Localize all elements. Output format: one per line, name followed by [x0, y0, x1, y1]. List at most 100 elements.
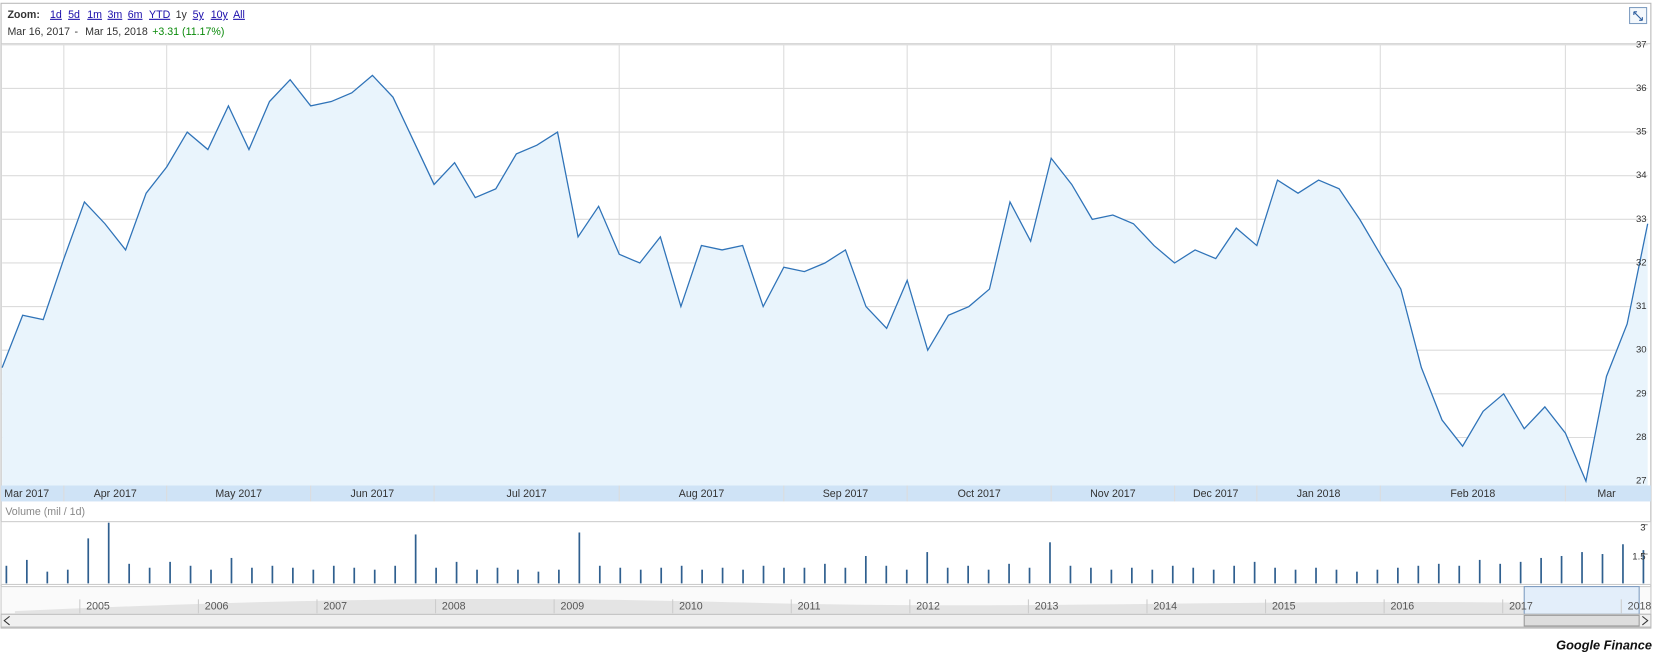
volume-bar	[762, 565, 765, 584]
volume-bar	[783, 567, 785, 584]
volume-bar	[1253, 561, 1256, 584]
zoom-option[interactable]: All	[233, 9, 245, 21]
x-tick-label: Aug 2017	[679, 488, 725, 500]
volume-bar	[455, 561, 458, 584]
zoom-option[interactable]: 5d	[68, 9, 80, 21]
navigator-year: 2015	[1272, 601, 1296, 613]
volume-bar	[1110, 569, 1113, 584]
volume-bar	[598, 565, 601, 584]
scroll-right[interactable]	[1642, 615, 1649, 626]
volume-bar	[1622, 544, 1624, 584]
y-tick-label: 30	[1636, 345, 1647, 356]
scroll-left[interactable]	[3, 615, 10, 626]
zoom-option[interactable]: 3m	[108, 9, 123, 21]
volume-bar	[414, 534, 417, 584]
volume-bar	[558, 569, 560, 584]
navigator-year: 2007	[323, 601, 347, 613]
volume-bar	[578, 532, 581, 584]
volume-bar	[905, 569, 908, 584]
navigator-year: 2008	[442, 601, 466, 613]
volume-bar	[701, 569, 703, 584]
y-tick-label: 36	[1636, 83, 1647, 94]
navigator-year: 2006	[205, 601, 229, 613]
expand-button[interactable]	[1629, 7, 1648, 25]
zoom-option[interactable]: YTD	[149, 9, 171, 21]
navigator-year: 2016	[1391, 601, 1415, 613]
volume-bar	[1008, 563, 1010, 584]
volume-bar	[46, 571, 49, 584]
volume-bar	[1090, 567, 1092, 584]
navigator-year: 2009	[561, 601, 585, 613]
volume-bar	[435, 567, 437, 584]
x-tick-label: May 2017	[215, 488, 262, 500]
volume-bar	[1028, 567, 1031, 584]
volume-bar	[148, 567, 151, 584]
volume-bar	[5, 565, 8, 584]
zoom-label: Zoom:	[7, 9, 39, 21]
volume-bar	[66, 569, 69, 584]
navigator-year: 2010	[679, 601, 703, 613]
volume-bar	[1499, 563, 1502, 584]
volume-bar	[1069, 565, 1072, 584]
volume-bar	[680, 565, 683, 584]
volume-bar	[1581, 552, 1583, 584]
volume-bar	[639, 569, 642, 584]
x-tick-label: Apr 2017	[94, 488, 137, 500]
volume-bar	[271, 565, 274, 584]
y-tick-label: 27	[1636, 476, 1647, 487]
navigator-area	[14, 599, 1640, 614]
x-tick-label: Jan 2018	[1297, 488, 1341, 500]
y-tick-label: 31	[1636, 301, 1647, 312]
volume-bar	[1130, 567, 1133, 584]
navigator-year: 2011	[798, 601, 821, 613]
zoom-option[interactable]: 5y	[193, 9, 205, 21]
volume-bar	[1274, 567, 1276, 584]
scroll-thumb[interactable]	[1523, 614, 1640, 627]
x-tick-label: Jul 2017	[507, 488, 547, 500]
volume-bar	[230, 557, 233, 584]
y-tick-label: 33	[1636, 214, 1647, 225]
volume-bar	[25, 559, 28, 584]
price-area	[2, 75, 1648, 486]
price-line	[1, 74, 1649, 484]
volume-bar	[537, 571, 540, 584]
volume-bar	[742, 569, 744, 584]
volume-bar	[1478, 559, 1481, 584]
volume-bar	[517, 569, 519, 584]
x-tick-label: Oct 2017	[958, 488, 1001, 500]
volume-bar	[1294, 569, 1297, 584]
volume-bar	[1540, 557, 1542, 584]
volume-bar	[210, 569, 212, 584]
zoom-option[interactable]: 1d	[50, 9, 62, 21]
range-separator: -	[75, 26, 79, 38]
volume-bar	[476, 569, 478, 584]
volume-bar	[1151, 569, 1154, 584]
zoom-option[interactable]: 1m	[87, 9, 102, 21]
volume-bar	[619, 567, 622, 584]
volume-bar	[292, 567, 294, 584]
volume-title: Volume (mil / 1d)	[5, 506, 85, 518]
y-tick-label: 34	[1636, 170, 1647, 181]
zoom-option[interactable]: 6m	[128, 9, 143, 21]
footer: Google Finance	[1556, 638, 1652, 653]
volume-bar	[496, 567, 499, 584]
navigator-selection[interactable]	[1523, 586, 1640, 615]
volume-bar	[128, 563, 131, 584]
volume-bar	[251, 567, 253, 584]
volume-bar	[1171, 565, 1174, 584]
x-tick-label: Mar 2017	[4, 488, 49, 500]
x-tick-label: Jun 2017	[351, 488, 395, 500]
volume-bar	[946, 567, 949, 584]
volume-bar	[885, 565, 888, 584]
volume-bar	[1315, 567, 1317, 584]
volume-bar	[1212, 569, 1215, 584]
volume-bar	[1601, 554, 1604, 584]
volume-bar	[1437, 563, 1440, 584]
y-tick-label: 37	[1636, 39, 1647, 50]
zoom-option[interactable]: 10y	[211, 9, 229, 21]
navigator-year: 2005	[86, 601, 110, 613]
volume-bar	[864, 555, 867, 584]
volume-bar	[803, 567, 806, 584]
volume-bar	[1642, 550, 1645, 584]
